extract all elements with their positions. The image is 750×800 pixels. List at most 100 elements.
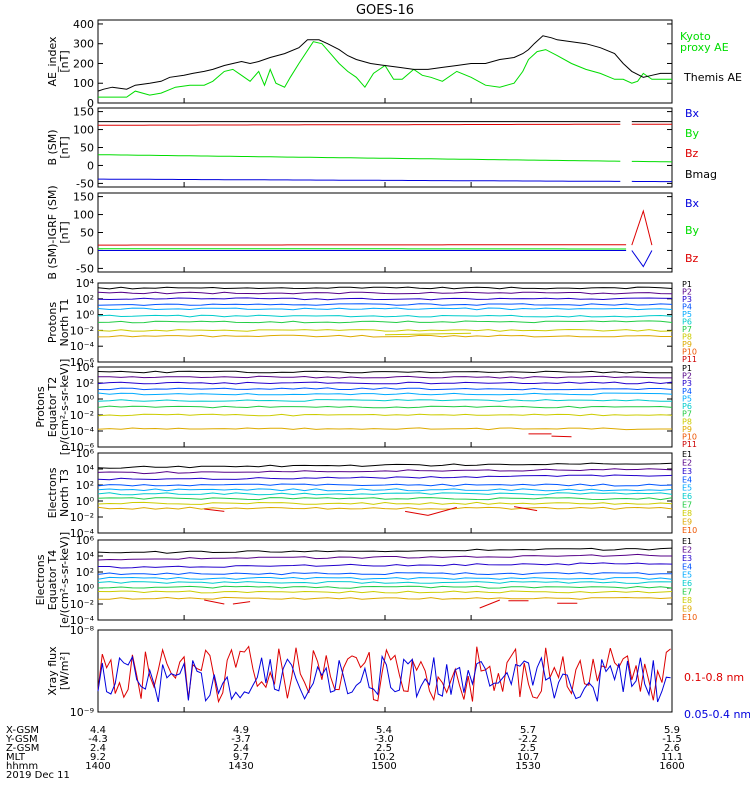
flux-channel-1	[97, 370, 672, 374]
legend-P5: P5	[682, 394, 692, 403]
footer-value: 10.2	[373, 752, 395, 763]
panel-frame	[97, 192, 673, 273]
y-tick-label: 10⁻⁴	[70, 425, 95, 438]
footer-value: 5.4	[376, 725, 392, 736]
legend-E8: E8	[682, 509, 692, 518]
legend-E2: E2	[682, 458, 692, 467]
y-axis-label: ProtonsEquator T2[p/(cm²-s-sr-keV)]	[34, 359, 71, 456]
y-tick-label: 10²	[76, 377, 94, 390]
y-axis-label-line: Xray flux	[46, 646, 59, 696]
flux-channel-6	[97, 580, 673, 584]
y-axis-label: Xray flux[W/m²]	[46, 646, 71, 696]
y-tick-label: 150	[73, 106, 94, 119]
flux-channel-5	[97, 307, 673, 311]
y-tick-label: 10⁻²	[70, 511, 94, 524]
panel-frame	[97, 282, 673, 363]
y-tick-label: 10⁻⁴	[70, 614, 95, 627]
flux-channel-3	[97, 297, 673, 301]
legend-P4: P4	[682, 303, 692, 312]
legend-P1: P1	[682, 280, 692, 289]
flux-channel-7	[97, 497, 673, 501]
footer-row-label: X-GSM	[6, 725, 39, 736]
footer-value: 1400	[85, 761, 110, 772]
y-axis-label-line: B (SM)-IGRF (SM)	[46, 185, 59, 279]
legend-E4: E4	[682, 475, 692, 484]
y-axis-label: ElectronsNorth T3	[46, 467, 71, 518]
footer-value: -3.0	[374, 734, 394, 745]
flux-channel-5	[97, 576, 673, 580]
y-axis-label-line: Electrons	[34, 554, 47, 605]
legend-E6: E6	[682, 492, 692, 501]
legend-P4: P4	[682, 387, 692, 396]
footer-value: 2.6	[664, 743, 680, 754]
y-tick-label: 10⁰	[76, 582, 95, 595]
legend-P11: P11	[682, 440, 697, 449]
flux-fragment-0	[384, 332, 472, 336]
flux-channel-2	[97, 375, 672, 379]
flux-channel-8	[97, 501, 673, 505]
b-igrf-tail-Bz	[631, 209, 653, 246]
legend-P8: P8	[682, 417, 692, 426]
footer-value: 10.7	[517, 752, 539, 763]
flux-channel-9	[97, 427, 672, 431]
y-tick-label: 0	[87, 97, 94, 110]
y-axis-label-line: [W/m²]	[58, 652, 71, 690]
flux-channel-8	[97, 328, 673, 332]
panel-frame	[97, 629, 673, 713]
footer-row-label: 2019 Dec 11	[6, 770, 70, 781]
legend-Bx: Bx	[685, 107, 700, 120]
legend-Bz: Bz	[685, 252, 699, 265]
legend-Bx: Bx	[685, 197, 700, 210]
footer-value: 5.7	[520, 725, 536, 736]
flux-channel-3	[97, 381, 673, 385]
xray-series-0	[97, 645, 671, 704]
y-tick-label: 200	[73, 57, 94, 70]
footer-value: 5.9	[664, 725, 680, 736]
flux-channel-7	[97, 320, 673, 324]
y-axis-label-line: Electrons	[46, 467, 59, 518]
flux-channel-9	[97, 506, 673, 510]
flux-channel-5	[97, 392, 673, 396]
legend-E8: E8	[682, 596, 692, 605]
y-tick-label: 100	[73, 124, 94, 137]
flux-channel-6	[97, 399, 673, 402]
footer-value: 2.5	[520, 743, 536, 754]
y-axis-label-line: [e/(cm²-s-sr-keV)]	[58, 532, 71, 628]
legend-E10: E10	[682, 526, 697, 535]
flux-channel-1	[97, 286, 673, 290]
legend-kyoto-2: proxy AE	[680, 41, 729, 54]
legend-P2: P2	[682, 372, 692, 381]
b-series-Bz	[98, 123, 621, 126]
y-axis-label-line: North T3	[58, 469, 71, 517]
legend-P10: P10	[682, 433, 697, 442]
flux-channel-4	[97, 483, 673, 487]
y-tick-label: 150	[73, 191, 94, 204]
legend-P5: P5	[682, 310, 692, 319]
flux-channel-7	[97, 405, 673, 409]
panel-frame	[97, 19, 673, 104]
footer-value: -2.2	[518, 734, 538, 745]
y-tick-label: 10⁻²	[70, 409, 94, 422]
flux-fragment-1	[232, 601, 251, 605]
footer-row-label: Z-GSM	[6, 743, 39, 754]
footer-value: 1600	[659, 761, 684, 772]
plot-title: GOES-16	[356, 3, 414, 18]
y-axis-label-line: B (SM)	[46, 129, 59, 165]
legend-E5: E5	[682, 484, 692, 493]
footer-value: 2.4	[233, 743, 249, 754]
legend-Bz: Bz	[685, 147, 699, 160]
flux-channel-1	[97, 547, 673, 554]
legend-E5: E5	[682, 571, 692, 580]
panel-frame	[97, 107, 673, 188]
flux-fragment-0	[204, 508, 225, 512]
flux-channel-4	[97, 572, 673, 576]
legend-themis: Themis AE	[683, 71, 742, 84]
y-tick-label: 10²	[76, 479, 94, 492]
b-series-Bx	[98, 178, 621, 182]
y-tick-label: 10⁻⁴	[70, 340, 95, 353]
legend-xray-short: 0.05-0.4 nm	[684, 708, 750, 721]
